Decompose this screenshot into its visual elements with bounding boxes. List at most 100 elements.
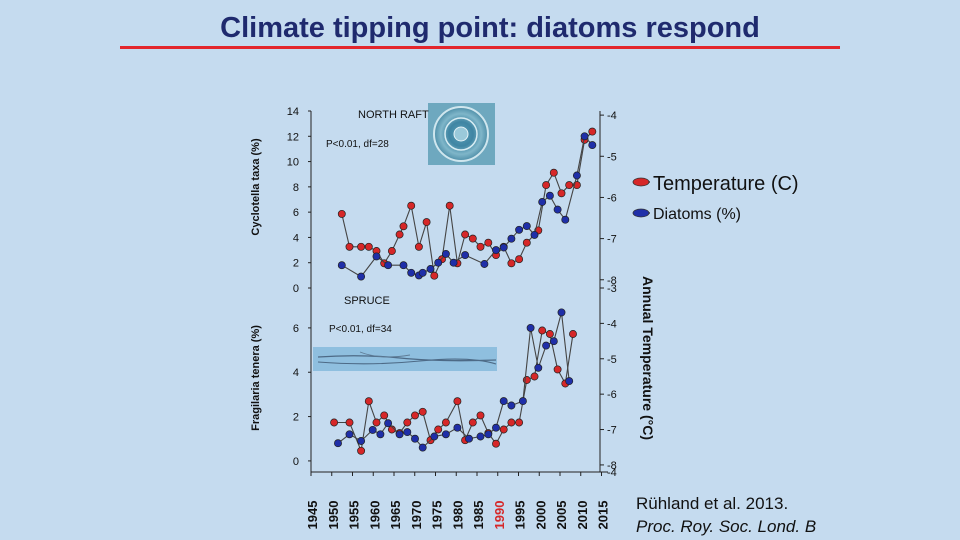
spruce-temperature-point <box>499 425 508 434</box>
north-raft-diatoms-point <box>553 205 562 214</box>
north-raft-temperature-point <box>461 230 470 239</box>
spruce-temperature-point <box>569 330 577 338</box>
north-raft-temperature-point <box>507 259 516 268</box>
year-tick-label: 1995 <box>513 501 528 530</box>
spruce-diatoms-point <box>518 397 527 406</box>
spruce-temperature-point <box>492 439 500 448</box>
spruce-temperature-point <box>507 418 516 427</box>
spruce-diatoms-point <box>345 430 354 439</box>
north-raft-diatoms-point <box>426 265 435 273</box>
cyclotella-axis-label: Cyclotella taxa (%) <box>250 138 262 236</box>
year-tick-label: 1960 <box>367 501 382 530</box>
spruce-temperature-point <box>476 411 485 420</box>
spruce-diatoms-point <box>542 341 551 350</box>
title-underline <box>120 46 840 49</box>
north-raft-right-tick-label: -6 <box>607 192 617 204</box>
north-raft-left-tick-label: 2 <box>293 258 299 270</box>
year-tick-label: 1970 <box>409 501 424 530</box>
north-raft-diatoms-point <box>418 268 427 277</box>
spruce-temperature-point <box>538 326 547 335</box>
spruce-temperature-point <box>441 418 450 427</box>
north-raft-diatoms-point <box>561 215 570 224</box>
north-raft-temperature-point <box>549 168 558 177</box>
north-raft-diatoms-point <box>507 234 516 243</box>
spruce-diatoms-point <box>411 434 419 443</box>
spruce-diatoms-point <box>507 401 516 410</box>
year-tick-label: 1950 <box>326 501 341 530</box>
north-raft-temperature-point <box>565 181 574 190</box>
spruce-left-tick-label: 4 <box>293 367 299 379</box>
spruce-right-tick-label: -5 <box>607 354 617 366</box>
spruce-label: SPRUCE <box>344 295 390 307</box>
spruce-left-tick-label: 0 <box>293 456 299 468</box>
north-raft-right-tick-label: -7 <box>607 234 617 246</box>
spruce-diatoms-point <box>418 443 427 452</box>
spruce-temperature-point <box>545 330 554 338</box>
north-raft-diatoms-point <box>399 261 408 270</box>
legend-marker-temperature <box>632 177 650 187</box>
north-raft-temperature-point <box>414 242 423 251</box>
year-tick-label: 2015 <box>596 501 611 530</box>
spruce-diatoms-point <box>453 423 462 432</box>
spruce-diatoms-point <box>499 397 508 406</box>
north-raft-temperature-point <box>387 247 396 255</box>
north-raft-diatoms-point <box>372 252 381 261</box>
north-raft-temperature-point <box>588 127 597 136</box>
north-raft-temperature-point <box>357 242 366 251</box>
north-raft-diatoms-point <box>499 243 508 252</box>
year-tick-label-highlight: 1990 <box>492 501 507 530</box>
year-tick-label: 1955 <box>347 501 362 530</box>
north-raft-temperature-point <box>476 242 485 251</box>
north-raft-temperature-point <box>407 201 416 210</box>
spruce-panel: 0 2 4 6 -3 -4 -5 -6 -7 -8 <box>293 283 617 472</box>
spruce-right-tick-label: -6 <box>607 389 617 401</box>
north-raft-right-tick-label: -8 <box>607 275 617 287</box>
north-raft-diatoms-point <box>580 132 589 141</box>
north-raft-left-tick-label: 4 <box>293 232 299 244</box>
north-raft-diatoms-point <box>522 222 531 231</box>
north-raft-right-tick-label: -4 <box>607 110 617 122</box>
spruce-temperature-point <box>434 425 443 434</box>
north-raft-diatoms-point <box>441 249 450 258</box>
spruce-temperature-point <box>411 411 419 420</box>
year-axis: -4 1945 1950 1955 1960 1965 1970 1975 1980 1985 19… <box>305 467 617 529</box>
north-raft-temperature-point <box>468 234 477 243</box>
legend-label-diatoms: Diatoms (%) <box>653 206 741 223</box>
north-raft-left-tick-label: 0 <box>293 283 299 295</box>
spruce-diatoms-point <box>357 437 366 445</box>
north-raft-left-tick-label: 12 <box>287 131 299 143</box>
spruce-right-tick-label: -7 <box>607 425 617 437</box>
north-raft-temperature-point <box>395 230 404 239</box>
north-raft-diatoms-point <box>384 261 393 270</box>
spruce-temperature-point <box>515 418 524 427</box>
spruce-diatoms-point <box>526 323 535 332</box>
north-raft-temperature-point <box>399 222 408 231</box>
spruce-right-tick-label: -4 <box>607 318 617 330</box>
citation-journal: Proc. Roy. Soc. Lond. B <box>636 517 817 536</box>
north-raft-panel: 0 2 4 6 8 10 12 14 -4 -5 -6 -7 -8 <box>287 106 617 295</box>
spruce-temperature-point <box>380 411 389 420</box>
citation: Rühland et al. 2013. Proc. Roy. Soc. Lon… <box>636 492 816 538</box>
north-raft-left-tick-label: 8 <box>293 182 299 194</box>
spruce-right-tick-label: -3 <box>607 283 617 295</box>
north-raft-left-tick-label: 14 <box>287 106 299 118</box>
spruce-diatoms-point <box>430 432 439 441</box>
north-raft-stat: P<0.01, df=28 <box>326 139 389 150</box>
spruce-temperature-point <box>522 376 531 384</box>
north-raft-temperature-point <box>542 181 551 190</box>
spruce-diatoms-point <box>557 308 566 317</box>
north-raft-right-tick-label: -5 <box>607 151 617 163</box>
spruce-right-tick-label-extra: -4 <box>607 467 617 479</box>
north-raft-temperature-point <box>422 218 431 227</box>
north-raft-temperature-point <box>522 238 531 247</box>
north-raft-diatoms-point <box>480 260 489 268</box>
spruce-left-tick-label: 2 <box>293 412 299 424</box>
north-raft-diatoms-point <box>434 258 443 267</box>
north-raft-diatoms-point <box>407 268 416 277</box>
north-raft-diatoms-point <box>545 191 554 200</box>
fragilaria-micrograph-image <box>313 347 497 371</box>
spruce-temperature-point <box>357 446 366 455</box>
north-raft-left-tick-label: 6 <box>293 207 299 219</box>
legend-marker-diatoms <box>632 208 650 218</box>
spruce-diatoms-point <box>384 419 393 428</box>
